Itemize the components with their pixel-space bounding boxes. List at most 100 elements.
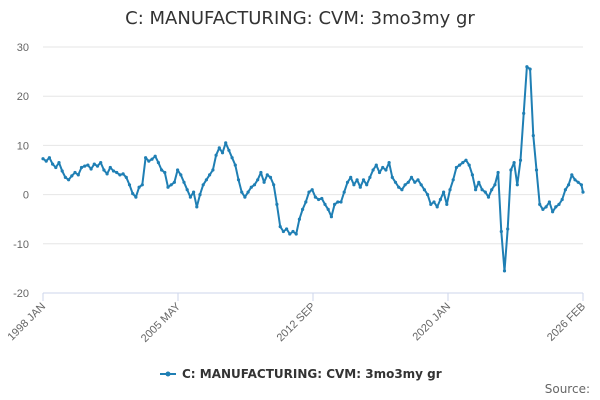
data-point[interactable] [333, 202, 337, 206]
data-point[interactable] [288, 232, 292, 236]
data-point[interactable] [544, 205, 548, 209]
data-point[interactable] [176, 168, 180, 172]
data-point[interactable] [182, 180, 186, 184]
data-point[interactable] [246, 190, 250, 194]
data-point[interactable] [358, 185, 362, 189]
data-point[interactable] [140, 183, 144, 187]
data-point[interactable] [204, 178, 208, 182]
data-point[interactable] [217, 146, 221, 150]
data-point[interactable] [268, 175, 273, 179]
data-point[interactable] [127, 183, 132, 187]
legend[interactable]: C: MANUFACTURING: CVM: 3mo3my gr [160, 367, 442, 381]
data-point[interactable] [406, 180, 410, 184]
data-point[interactable] [413, 180, 417, 184]
data-point[interactable] [121, 172, 125, 176]
data-point[interactable] [525, 65, 529, 69]
data-point[interactable] [336, 200, 340, 204]
credits[interactable]: Source: [544, 382, 590, 396]
data-point[interactable] [448, 188, 452, 192]
data-point[interactable] [188, 195, 192, 199]
data-point[interactable] [534, 168, 539, 172]
data-point[interactable] [243, 195, 247, 199]
data-point[interactable] [89, 167, 93, 171]
data-point[interactable] [573, 178, 577, 182]
data-point[interactable] [73, 170, 77, 175]
data-point[interactable] [374, 163, 378, 167]
data-point[interactable] [445, 202, 449, 206]
data-point[interactable] [54, 165, 58, 170]
data-point[interactable] [252, 183, 257, 187]
data-point[interactable] [317, 197, 321, 202]
data-point[interactable] [397, 185, 401, 189]
data-point[interactable] [198, 193, 202, 197]
data-point[interactable] [160, 168, 164, 172]
data-point[interactable] [313, 195, 317, 199]
data-point[interactable] [477, 180, 481, 184]
legend-label[interactable]: C: MANUFACTURING: CVM: 3mo3my gr [182, 367, 442, 381]
data-point[interactable] [541, 207, 545, 211]
data-point[interactable] [294, 232, 298, 236]
data-point[interactable] [169, 183, 173, 187]
data-point[interactable] [124, 175, 128, 179]
data-point[interactable] [377, 170, 382, 175]
data-point[interactable] [563, 188, 568, 192]
data-point[interactable] [345, 180, 350, 184]
data-point[interactable] [99, 161, 103, 165]
data-point[interactable] [422, 188, 426, 192]
data-point[interactable] [432, 200, 436, 204]
data-point[interactable] [60, 169, 64, 173]
data-point[interactable] [323, 202, 327, 206]
data-point[interactable] [381, 165, 385, 170]
data-point[interactable] [506, 227, 510, 231]
data-point[interactable] [95, 164, 100, 168]
data-point[interactable] [211, 168, 215, 172]
data-point[interactable] [320, 196, 324, 201]
data-point[interactable] [464, 158, 468, 162]
data-point[interactable] [368, 175, 372, 179]
data-point[interactable] [512, 161, 516, 165]
data-point[interactable] [567, 183, 571, 187]
data-point[interactable] [137, 185, 141, 189]
data-point[interactable] [438, 197, 442, 202]
data-point[interactable] [426, 193, 430, 197]
data-point[interactable] [576, 180, 580, 184]
data-point[interactable] [153, 154, 157, 158]
data-point[interactable] [265, 173, 269, 177]
data-point[interactable] [134, 195, 138, 199]
data-point[interactable] [409, 175, 414, 179]
data-point[interactable] [326, 207, 330, 211]
data-point[interactable] [339, 200, 343, 204]
data-point[interactable] [111, 169, 116, 173]
data-point[interactable] [435, 205, 439, 209]
data-point[interactable] [57, 161, 61, 165]
data-point[interactable] [307, 190, 311, 194]
data-point[interactable] [502, 269, 507, 273]
data-point[interactable] [144, 156, 148, 160]
data-point[interactable] [509, 168, 513, 172]
data-point[interactable] [67, 178, 71, 182]
data-point[interactable] [518, 158, 523, 162]
data-point[interactable] [493, 183, 497, 187]
data-point[interactable] [486, 195, 491, 199]
data-point[interactable] [214, 153, 218, 157]
data-point[interactable] [442, 190, 446, 194]
data-point[interactable] [355, 178, 359, 182]
data-point[interactable] [150, 157, 154, 161]
data-point[interactable] [172, 180, 176, 184]
series-line[interactable] [42, 65, 584, 272]
data-point[interactable] [285, 227, 289, 231]
data-point[interactable] [115, 170, 119, 175]
data-point[interactable] [403, 183, 407, 187]
data-point[interactable] [275, 202, 279, 206]
data-point[interactable] [195, 205, 199, 209]
data-point[interactable] [467, 163, 471, 167]
data-point[interactable] [262, 180, 266, 184]
data-point[interactable] [297, 217, 301, 221]
data-point[interactable] [76, 173, 80, 177]
data-point[interactable] [259, 170, 263, 175]
data-point[interactable] [451, 178, 455, 182]
data-point[interactable] [515, 183, 519, 187]
data-point[interactable] [528, 67, 532, 71]
data-point[interactable] [233, 163, 237, 167]
data-point[interactable] [560, 197, 564, 202]
